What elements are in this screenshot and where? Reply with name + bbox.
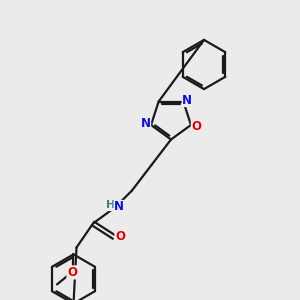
Text: H: H (106, 200, 116, 211)
Text: O: O (191, 120, 201, 133)
Text: O: O (115, 230, 125, 244)
Text: N: N (141, 117, 151, 130)
Text: N: N (114, 200, 124, 214)
Text: N: N (182, 94, 192, 106)
Text: O: O (67, 266, 77, 279)
